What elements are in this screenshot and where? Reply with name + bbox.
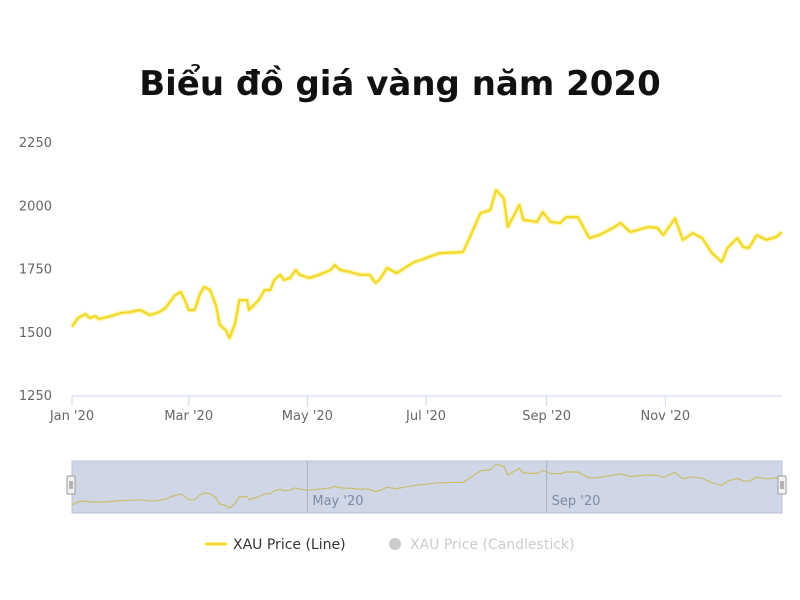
navigator-left-handle[interactable] [66,475,76,495]
y-tick-label: 1750 [19,263,52,278]
y-tick-label: 2000 [19,199,52,214]
navigator-window[interactable] [71,460,783,514]
legend-item-candlestick[interactable]: XAU Price (Candlestick) [410,537,575,553]
x-tick-label: Sep '20 [522,409,571,424]
y-tick-label: 1500 [19,326,52,341]
series-line-xau-price [71,189,783,340]
x-tick-label: Jul '20 [405,409,446,424]
navigator-right-handle[interactable] [777,475,787,495]
y-tick-label: 2250 [19,136,52,151]
x-tick-label: Mar '20 [164,409,213,424]
legend-circle-swatch [389,538,401,550]
series-line-halo [69,187,784,341]
x-tick-label: Nov '20 [640,409,690,424]
navigator-tick-label: Sep '20 [552,494,601,509]
x-tick-label: May '20 [282,409,333,424]
navigator-tick-label: May '20 [312,494,363,509]
x-tick-label: Jan '20 [49,409,94,424]
chart-title: Biểu đồ giá vàng năm 2020 [139,64,661,104]
y-tick-label: 1250 [19,389,52,404]
navigator-series-line [71,463,783,509]
legend-item-line[interactable]: XAU Price (Line) [233,537,346,553]
